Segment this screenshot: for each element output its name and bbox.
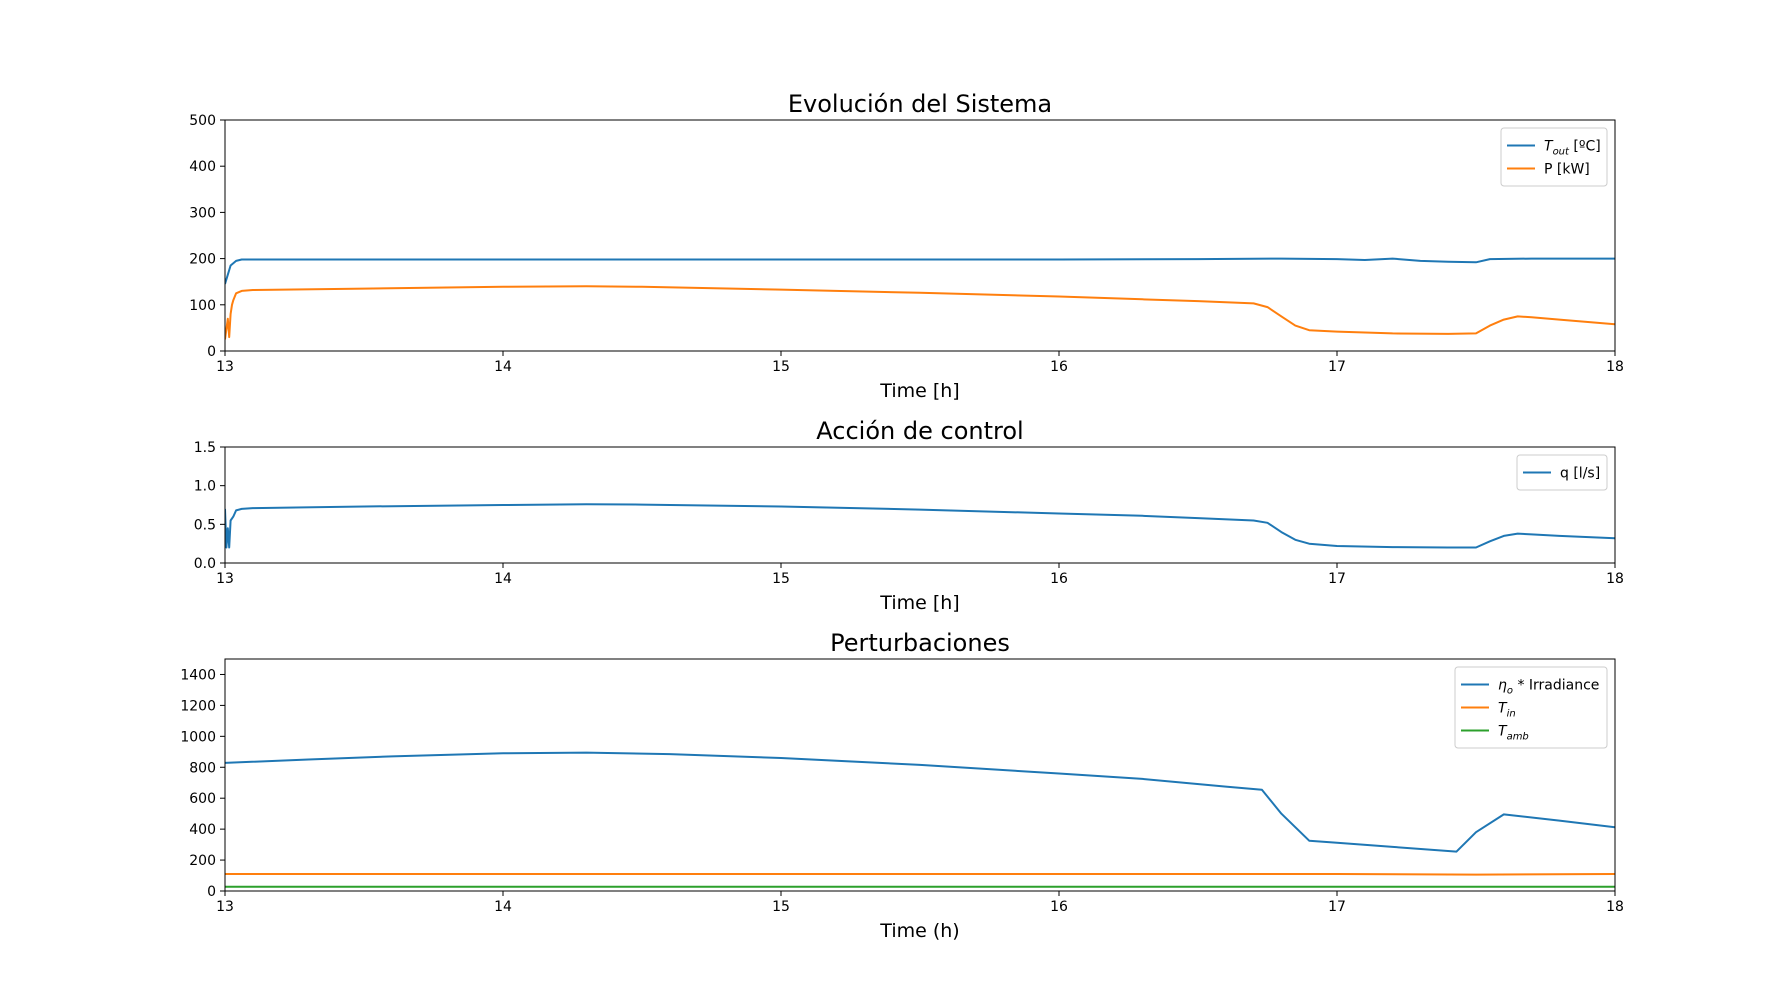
y-tick-label: 200 [189,252,216,268]
y-tick-label: 600 [189,791,216,807]
legend-label: P [kW] [1544,162,1590,178]
x-tick-label: 13 [216,571,234,587]
legend: q [l/s] [1516,454,1608,491]
legend: ηo * Irradiance Tin Tamb [1454,666,1608,749]
y-tick-label: 100 [189,298,216,314]
x-axis: 13 14 15 16 17 18 [216,891,1624,915]
x-tick-label: 17 [1328,359,1346,375]
chart-title: Evolución del Sistema [788,90,1052,118]
plot-frame [224,658,1616,892]
x-tick-label: 16 [1050,899,1068,915]
chart-title: Acción de control [816,417,1023,445]
y-tick-label: 800 [189,760,216,776]
x-tick-label: 14 [494,899,512,915]
legend-label: Tamb [1498,724,1529,743]
series-line-1 [225,751,1615,853]
x-tick-label: 16 [1050,359,1068,375]
x-axis: 13 14 15 16 17 18 [216,351,1624,375]
x-tick-label: 18 [1606,899,1624,915]
y-tick-label: 0 [207,344,216,360]
y-tick-label: 200 [189,853,216,869]
series-line-1 [225,503,1615,549]
x-axis-label: Time (h) [879,920,959,942]
legend: Tout [ºC] P [kW] [1500,127,1608,187]
y-axis: 0.0 0.5 1.0 1.5 [194,440,225,572]
x-tick-label: 18 [1606,571,1624,587]
legend-label: q [l/s] [1560,466,1600,482]
x-tick-label: 15 [772,899,790,915]
y-tick-label: 0 [207,884,216,900]
x-axis: 13 14 15 16 17 18 [216,563,1624,587]
y-tick-label: 1.5 [194,440,216,456]
x-tick-label: 15 [772,571,790,587]
x-tick-label: 15 [772,359,790,375]
chart-panel-3: Perturbaciones 13 14 15 16 17 18 0 200 400 600 800 1… [180,629,1624,942]
x-axis-label: Time [h] [879,592,959,614]
x-tick-label: 13 [216,899,234,915]
x-tick-label: 14 [494,359,512,375]
y-tick-label: 1.0 [194,479,216,495]
chart-panel-2: Acción de control 13 14 15 16 17 18 0.0 0.5 1.0 1.… [194,417,1624,614]
y-tick-label: 1200 [180,698,216,714]
series-line-2 [225,285,1615,340]
y-axis: 0 200 400 600 800 1000 1200 1400 [180,667,225,900]
x-tick-label: 17 [1328,571,1346,587]
y-tick-label: 400 [189,159,216,175]
y-axis: 0 100 200 300 400 500 [189,113,225,360]
y-tick-label: 1400 [180,667,216,683]
y-tick-label: 400 [189,822,216,838]
x-tick-label: 13 [216,359,234,375]
y-tick-label: 0.5 [194,517,216,533]
y-tick-label: 1000 [180,729,216,745]
plot-area [225,503,1615,549]
chart-panel-1: Evolución del Sistema 13 14 15 16 17 18 0 100 200… [189,90,1624,402]
x-tick-label: 16 [1050,571,1068,587]
legend-label: ηo * Irradiance [1498,678,1599,697]
y-tick-label: 300 [189,205,216,221]
plot-area [225,751,1615,888]
x-axis-label: Time [h] [879,380,959,402]
chart-title: Perturbaciones [830,629,1010,657]
plot-frame [224,119,1616,352]
series-line-1 [225,257,1615,285]
plot-frame [224,446,1616,564]
x-tick-label: 14 [494,571,512,587]
x-tick-label: 17 [1328,899,1346,915]
legend-label: Tout [ºC] [1544,139,1601,158]
legend-box [1454,666,1608,749]
y-tick-label: 500 [189,113,216,129]
legend-label: Tin [1498,701,1516,720]
plot-area [225,257,1615,340]
legend-box [1516,454,1608,491]
series-line-2 [225,873,1615,876]
x-tick-label: 18 [1606,359,1624,375]
legend-box [1500,127,1608,187]
y-tick-label: 0.0 [194,556,216,572]
